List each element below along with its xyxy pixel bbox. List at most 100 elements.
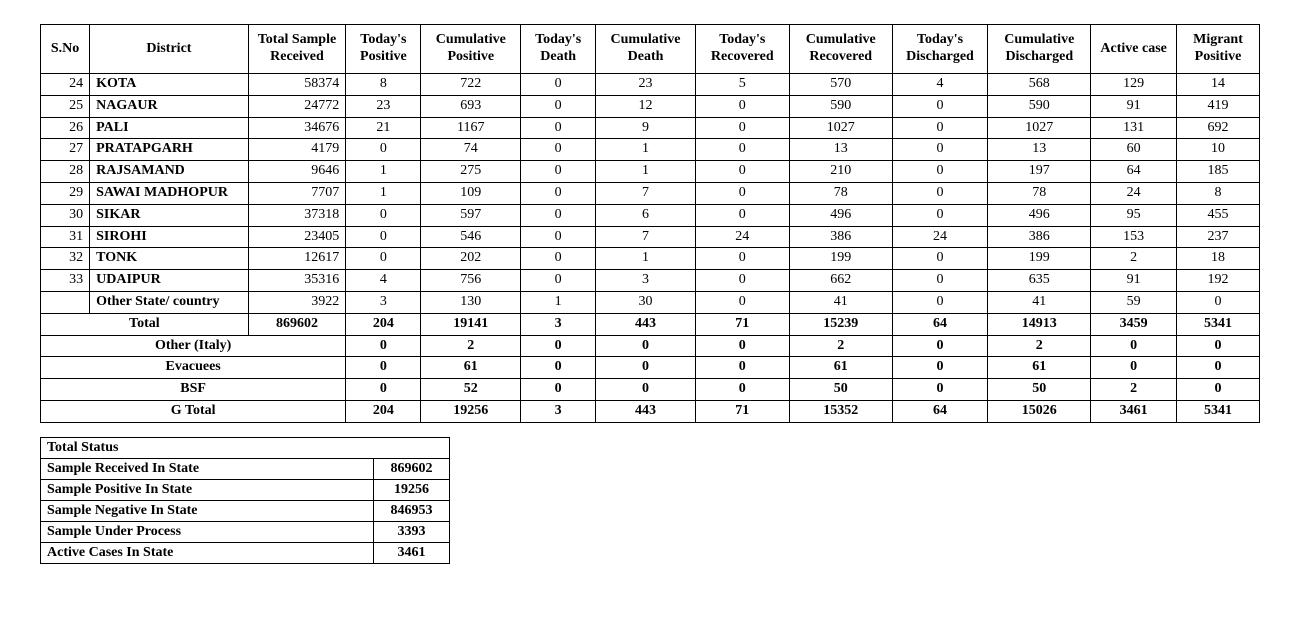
cell-t_rec: 0	[695, 270, 789, 292]
cell-t_rec: 0	[695, 95, 789, 117]
cell-sno: 32	[41, 248, 90, 270]
cell-c_pos: 722	[421, 74, 521, 96]
cell-t_rec: 0	[695, 379, 789, 401]
summary-row: Evacuees0610006106100	[41, 357, 1260, 379]
cell-c_death: 1	[596, 139, 696, 161]
status-title-row: Total Status	[41, 437, 450, 458]
cell-c_pos: 109	[421, 182, 521, 204]
cell-t_rec: 0	[695, 161, 789, 183]
cell-c_death: 30	[596, 291, 696, 313]
cell-migrant: 0	[1176, 357, 1259, 379]
cell-migrant: 185	[1176, 161, 1259, 183]
cell-c_rec: 50	[789, 379, 892, 401]
cell-t_rec: 0	[695, 248, 789, 270]
summary-row: Total86960220419141344371152396414913345…	[41, 313, 1260, 335]
cell-t_death: 0	[521, 139, 596, 161]
cell-c_rec: 570	[789, 74, 892, 96]
cell-district: SIROHI	[90, 226, 249, 248]
cell-active: 0	[1091, 357, 1177, 379]
cell-migrant: 5341	[1176, 313, 1259, 335]
cell-c_dis: 568	[988, 74, 1091, 96]
cell-migrant: 692	[1176, 117, 1259, 139]
status-title: Total Status	[41, 437, 450, 458]
cell-sno: 26	[41, 117, 90, 139]
cell-migrant: 419	[1176, 95, 1259, 117]
cell-t_rec: 0	[695, 117, 789, 139]
cell-active: 2	[1091, 379, 1177, 401]
cell-sno: 27	[41, 139, 90, 161]
cell-t_death: 0	[521, 248, 596, 270]
cell-c_death: 23	[596, 74, 696, 96]
cell-t_pos: 23	[346, 95, 421, 117]
cell-c_pos: 19256	[421, 400, 521, 422]
cell-active: 59	[1091, 291, 1177, 313]
cell-t_death: 3	[521, 313, 596, 335]
cell-t_death: 0	[521, 182, 596, 204]
cell-migrant: 18	[1176, 248, 1259, 270]
cell-t_pos: 0	[346, 379, 421, 401]
cell-t_rec: 5	[695, 74, 789, 96]
cell-migrant: 5341	[1176, 400, 1259, 422]
cell-total-sample: 35316	[248, 270, 346, 292]
cell-c_death: 1	[596, 161, 696, 183]
cell-migrant: 0	[1176, 291, 1259, 313]
table-row: 33UDAIPUR353164756030662063591192	[41, 270, 1260, 292]
cell-c_death: 3	[596, 270, 696, 292]
col-header: District	[90, 25, 249, 74]
cell-sno: 25	[41, 95, 90, 117]
table-row: 25NAGAUR24772236930120590059091419	[41, 95, 1260, 117]
cell-t_death: 0	[521, 226, 596, 248]
table-row: 27PRATAPGARH4179074010130136010	[41, 139, 1260, 161]
cell-district: SIKAR	[90, 204, 249, 226]
cell-t_rec: 0	[695, 357, 789, 379]
cell-c_death: 0	[596, 335, 696, 357]
cell-c_dis: 496	[988, 204, 1091, 226]
cell-t_pos: 4	[346, 270, 421, 292]
cell-c_pos: 546	[421, 226, 521, 248]
status-row: Sample Positive In State19256	[41, 479, 450, 500]
cell-t_death: 0	[521, 204, 596, 226]
cell-t_dis: 0	[892, 117, 988, 139]
cell-active: 0	[1091, 335, 1177, 357]
cell-total-sample: 9646	[248, 161, 346, 183]
cell-district: RAJSAMAND	[90, 161, 249, 183]
cell-total-sample: 24772	[248, 95, 346, 117]
col-header: Today's Death	[521, 25, 596, 74]
cell-t_death: 0	[521, 335, 596, 357]
cell-c_pos: 756	[421, 270, 521, 292]
table-row-other-state: Other State/ country39223130130041041590	[41, 291, 1260, 313]
cell-active: 153	[1091, 226, 1177, 248]
covid-district-table: S.NoDistrictTotal Sample ReceivedToday's…	[40, 24, 1260, 423]
cell-t_rec: 71	[695, 313, 789, 335]
cell-t_pos: 204	[346, 313, 421, 335]
cell-migrant: 8	[1176, 182, 1259, 204]
cell-t_death: 0	[521, 270, 596, 292]
cell-district: KOTA	[90, 74, 249, 96]
cell-t_pos: 1	[346, 182, 421, 204]
cell-c_pos: 597	[421, 204, 521, 226]
col-header: Today's Recovered	[695, 25, 789, 74]
cell-total-sample: 3922	[248, 291, 346, 313]
cell-c_death: 0	[596, 357, 696, 379]
cell-c_rec: 13	[789, 139, 892, 161]
cell-t_death: 0	[521, 95, 596, 117]
status-value: 846953	[374, 500, 450, 521]
cell-migrant: 10	[1176, 139, 1259, 161]
cell-district: PRATAPGARH	[90, 139, 249, 161]
cell-t_dis: 24	[892, 226, 988, 248]
status-label: Sample Negative In State	[41, 500, 374, 521]
cell-total-sample: 4179	[248, 139, 346, 161]
cell-t_dis: 0	[892, 248, 988, 270]
cell-c_rec: 590	[789, 95, 892, 117]
cell-t_rec: 71	[695, 400, 789, 422]
cell-t_pos: 0	[346, 357, 421, 379]
cell-migrant: 237	[1176, 226, 1259, 248]
cell-c_dis: 14913	[988, 313, 1091, 335]
summary-label: G Total	[41, 400, 346, 422]
cell-c_rec: 496	[789, 204, 892, 226]
cell-t_dis: 0	[892, 357, 988, 379]
status-value: 3393	[374, 521, 450, 542]
status-value: 869602	[374, 458, 450, 479]
summary-row: Other (Italy)0200020200	[41, 335, 1260, 357]
summary-label: Total	[41, 313, 249, 335]
